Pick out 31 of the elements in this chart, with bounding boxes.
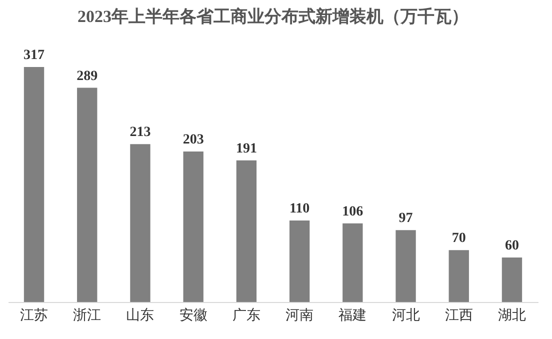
x-tick-label: 福建	[338, 308, 367, 324]
data-label: 106	[342, 204, 364, 220]
x-tick-label: 安徽	[179, 308, 208, 324]
x-tick-label: 河北	[392, 308, 420, 324]
data-label: 203	[182, 132, 204, 148]
chart-title: 2023年上半年各省工商业分布式新增装机（万千瓦）	[78, 7, 468, 26]
data-label: 317	[24, 48, 45, 63]
bar	[236, 160, 257, 302]
x-tick-label: 浙江	[73, 308, 102, 324]
x-tick-label: 广东	[232, 308, 260, 324]
data-label: 97	[398, 211, 413, 226]
bar	[24, 67, 44, 302]
x-tick-label: 河南	[286, 308, 314, 324]
x-tick-label: 江西	[444, 308, 473, 324]
x-tick-label: 湖北	[498, 308, 526, 324]
data-label: 60	[504, 238, 519, 254]
data-label: 191	[236, 141, 257, 156]
x-tick-label: 江苏	[20, 308, 48, 324]
bar	[77, 88, 98, 302]
bar	[289, 220, 310, 302]
bar	[183, 152, 204, 302]
x-tick-label: 山东	[126, 308, 154, 324]
data-label: 213	[130, 125, 151, 140]
data-label: 110	[289, 201, 310, 216]
bar	[502, 258, 522, 302]
bar	[342, 223, 363, 302]
bar	[396, 230, 416, 302]
bar	[130, 144, 150, 302]
data-label: 289	[76, 68, 98, 84]
bar	[448, 250, 469, 302]
data-label: 70	[452, 231, 466, 246]
